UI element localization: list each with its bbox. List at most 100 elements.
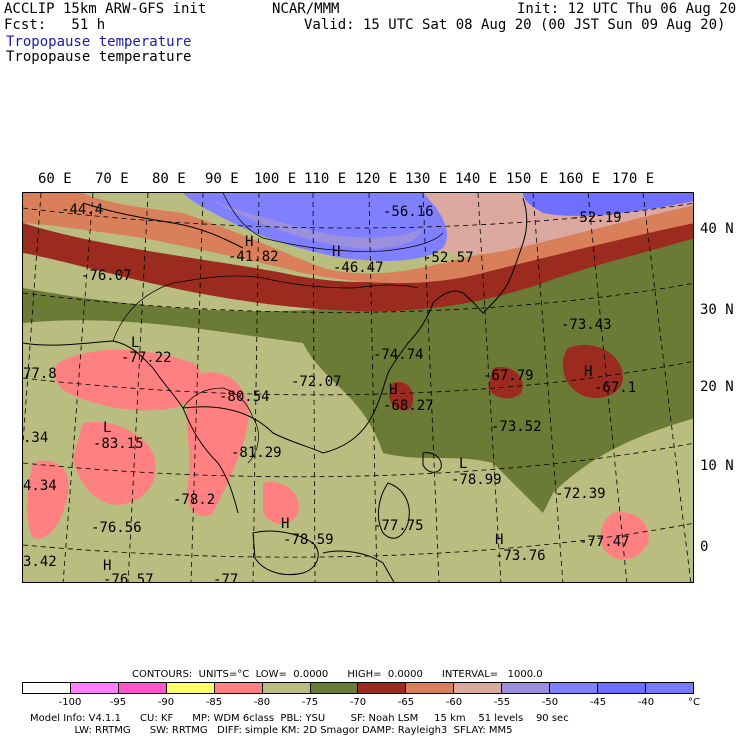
map-value: -77.22	[121, 350, 172, 366]
map-value: -52.19	[571, 210, 622, 226]
init-time: Init: 12 UTC Thu 06 Aug 20	[517, 1, 737, 17]
colorbar-label: -55	[493, 697, 511, 708]
colorbar-label: -60	[445, 697, 463, 708]
model-title: ACCLIP 15km ARW-GFS init	[4, 1, 207, 17]
map-value: -68.27	[383, 398, 434, 414]
map-marker: L	[131, 335, 140, 351]
map-marker: H	[584, 364, 593, 380]
map-marker: L	[103, 420, 112, 436]
map-value: 3.42	[23, 554, 57, 570]
darkred-spot	[389, 382, 414, 411]
lon-label: 100 E	[254, 171, 297, 187]
map-marker: H	[103, 558, 112, 574]
colorbar-label: °C	[688, 697, 700, 708]
map-value: -73.43	[561, 317, 612, 333]
blue-region-east	[523, 193, 693, 216]
tropopause-map	[23, 193, 693, 582]
lat-label: 0	[700, 539, 709, 555]
map-marker: H	[389, 382, 398, 398]
colorbar-label: -90	[157, 697, 175, 708]
pink-patch	[54, 349, 203, 411]
map-value: -73.76	[495, 548, 546, 564]
lon-label: 60 E	[38, 171, 72, 187]
map-value: -67.79	[483, 368, 534, 384]
darkred-band	[23, 213, 693, 312]
colorbar-swatch	[214, 683, 263, 693]
colorbar-swatch	[166, 683, 215, 693]
map-value: -74.74	[373, 347, 424, 363]
organization-label: NCAR/MMM	[272, 1, 340, 17]
map-value: -73.52	[491, 419, 542, 435]
map-value: -83.15	[93, 436, 144, 452]
map-value: -76.57	[103, 572, 154, 583]
map-value: -52.57	[423, 250, 474, 266]
colorbar-label: -95	[109, 697, 127, 708]
pink-patch	[600, 512, 649, 560]
colorbar-swatch	[406, 683, 455, 693]
map-value: -76.56	[91, 520, 142, 536]
colorbar-label: -45	[589, 697, 607, 708]
lavender-region	[213, 201, 423, 249]
colorbar-label: -75	[301, 697, 319, 708]
map-value: 4.34	[23, 478, 57, 494]
colorbar-swatch	[454, 683, 503, 693]
colorbar-swatch	[118, 683, 167, 693]
map-panel: -44.4 -56.16 -52.19 H -41.82 H -46.47 -5…	[22, 192, 694, 583]
map-marker: H	[281, 516, 290, 532]
map-value: -80.54	[219, 389, 270, 405]
colorbar-swatch	[262, 683, 311, 693]
pink-patch	[263, 482, 299, 525]
map-value: -78.99	[451, 472, 502, 488]
darkred-spot	[488, 367, 523, 399]
map-marker: H	[332, 244, 341, 260]
map-value: -78.59	[283, 532, 334, 548]
map-marker: H	[245, 234, 254, 250]
lon-label: 120 E	[355, 171, 398, 187]
model-info-line1: Model Info: V4.1.1 CU: KF MP: WDM 6class…	[30, 713, 569, 724]
pink-patch	[27, 460, 69, 539]
map-value: -41.82	[228, 249, 279, 265]
orange-band	[23, 193, 693, 284]
field-title: Tropopause temperature	[6, 49, 192, 65]
model-info-line2: LW: RRTMG SW: RRTMG DIFF: simple KM: 2D …	[30, 725, 513, 736]
colorbar-label: -70	[349, 697, 367, 708]
colorbar-label: -100	[58, 697, 82, 708]
colorbar-swatch	[310, 683, 359, 693]
map-marker: L	[459, 456, 468, 472]
colorbar-swatch	[23, 683, 71, 693]
field-title-blue: Tropopause temperature	[6, 34, 192, 50]
map-value: -76.07	[81, 268, 132, 284]
colorbar-label: -50	[541, 697, 559, 708]
colorbar-label: -80	[253, 697, 271, 708]
map-value: -46.47	[333, 260, 384, 276]
map-value: -72.39	[555, 486, 606, 502]
valid-time: Valid: 15 UTC Sat 08 Aug 20 (00 JST Sun …	[304, 17, 726, 33]
colorbar-swatch	[502, 683, 551, 693]
darkred-spot	[562, 344, 623, 398]
colorbar	[22, 682, 694, 694]
colorbar-swatch	[358, 683, 407, 693]
lon-label: 130 E	[405, 171, 448, 187]
map-value: -77.75	[373, 518, 424, 534]
lon-label: 80 E	[152, 171, 186, 187]
graticule	[23, 193, 693, 582]
lat-label: 40 N	[700, 221, 734, 237]
olive-region	[23, 233, 693, 513]
map-value: -77.47	[579, 534, 630, 550]
lon-label: 170 E	[612, 171, 655, 187]
lon-label: 160 E	[558, 171, 601, 187]
lon-label: 110 E	[304, 171, 347, 187]
colorbar-label: -65	[397, 697, 415, 708]
contours-info: CONTOURS: UNITS=°C LOW= 0.0000 HIGH= 0.0…	[132, 669, 543, 680]
map-value: -67.1	[594, 380, 637, 396]
map-value: -44.4	[61, 202, 104, 218]
colorbar-swatch	[70, 683, 119, 693]
map-value: .34	[23, 430, 49, 446]
borders	[112, 193, 444, 464]
colorbar-label: -40	[637, 697, 655, 708]
pink-patch	[73, 422, 156, 505]
map-value: -81.29	[231, 445, 282, 461]
colorbar-swatch	[550, 683, 599, 693]
map-value: -72.07	[291, 374, 342, 390]
lat-label: 30 N	[700, 302, 734, 318]
